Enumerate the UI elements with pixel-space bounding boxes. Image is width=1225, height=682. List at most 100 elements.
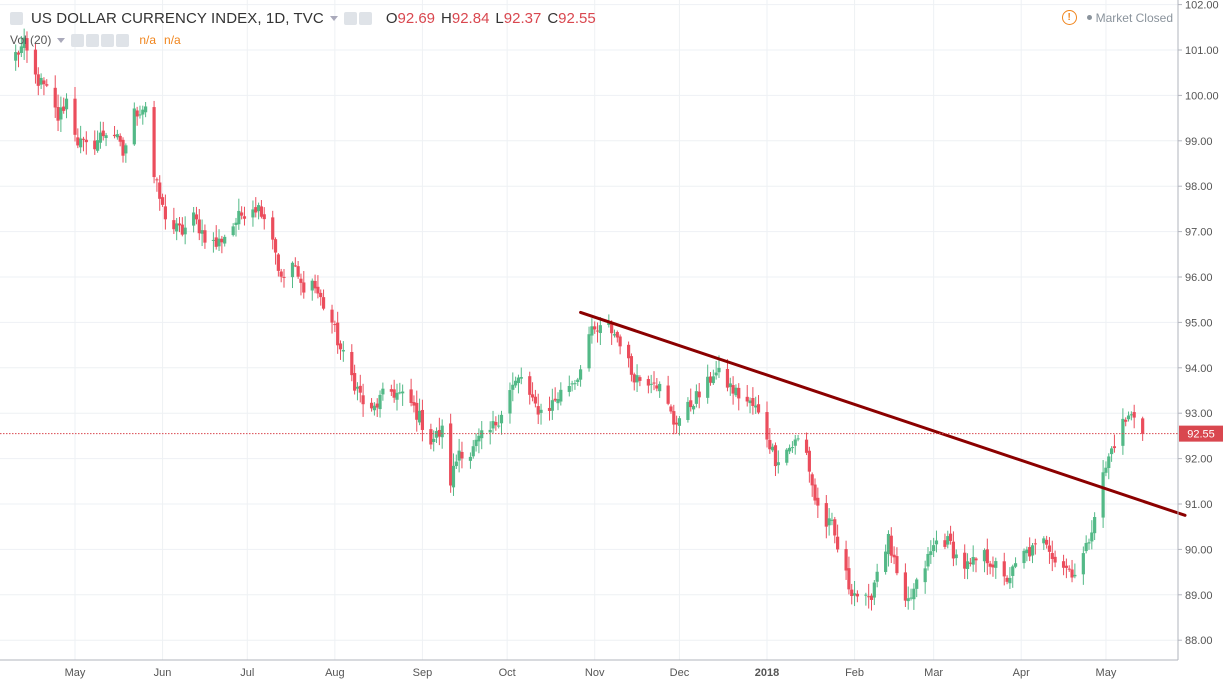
candle bbox=[36, 67, 40, 96]
candle-body bbox=[480, 430, 484, 439]
candle bbox=[138, 105, 142, 119]
candle-body bbox=[787, 447, 792, 452]
candle bbox=[237, 198, 241, 230]
candle-body bbox=[570, 383, 574, 385]
candle bbox=[392, 379, 396, 403]
price-axis[interactable]: 88.00 89.00 90.00 91.00 92.00 93.00 94.00 95.00… bbox=[0, 0, 1223, 660]
candle bbox=[1121, 408, 1125, 455]
gear-icon[interactable] bbox=[86, 33, 100, 47]
candle bbox=[649, 374, 653, 394]
candle bbox=[358, 374, 362, 403]
candle-body bbox=[1073, 574, 1077, 577]
candle bbox=[451, 453, 456, 496]
candle bbox=[316, 275, 320, 299]
candle bbox=[135, 106, 139, 126]
candle bbox=[341, 341, 345, 362]
candle-body bbox=[234, 222, 238, 225]
candle bbox=[477, 428, 481, 454]
candle-body bbox=[547, 407, 552, 411]
candle-body bbox=[813, 484, 817, 501]
candle-body bbox=[1008, 577, 1012, 584]
volume-label[interactable]: Vol (20) bbox=[10, 33, 52, 47]
candle bbox=[93, 130, 97, 155]
candle bbox=[240, 206, 244, 220]
candle-body bbox=[519, 377, 523, 379]
candle-body bbox=[25, 38, 29, 51]
candle bbox=[79, 125, 83, 154]
candle bbox=[830, 512, 834, 526]
candle bbox=[56, 94, 60, 132]
candle-body bbox=[1025, 549, 1029, 554]
gear-icon[interactable] bbox=[358, 12, 372, 25]
candle-body bbox=[319, 292, 323, 298]
candle bbox=[1101, 460, 1105, 528]
candle-body bbox=[691, 406, 696, 410]
close-value: 92.55 bbox=[558, 10, 596, 27]
candle bbox=[14, 44, 18, 71]
symbol-title[interactable]: US DOLLAR CURRENCY INDEX, 1D, TVC bbox=[31, 10, 324, 27]
warning-icon[interactable]: ! bbox=[1061, 10, 1077, 25]
candle-body bbox=[434, 431, 439, 438]
time-axis[interactable]: May Jun Jul Aug Sep Oct Nov Dec 2018 Feb Mar Apr May bbox=[0, 659, 1178, 679]
candle-body bbox=[968, 562, 972, 564]
candle bbox=[912, 583, 916, 610]
close-icon[interactable] bbox=[116, 33, 130, 47]
candle-body bbox=[988, 563, 992, 567]
candle-body bbox=[1061, 561, 1066, 568]
candle bbox=[1047, 537, 1052, 564]
candle bbox=[197, 208, 201, 241]
candle bbox=[827, 508, 831, 536]
candle-body bbox=[223, 236, 227, 244]
candle bbox=[73, 87, 77, 142]
candle-body bbox=[556, 399, 560, 404]
candle-body bbox=[440, 425, 444, 438]
candle-body bbox=[73, 98, 77, 135]
candle-body bbox=[316, 286, 320, 294]
eye-icon[interactable] bbox=[343, 12, 357, 25]
candle-body bbox=[53, 87, 57, 108]
candle bbox=[573, 379, 577, 390]
candle-body bbox=[22, 37, 26, 49]
candle-body bbox=[694, 391, 698, 404]
candle bbox=[84, 131, 88, 155]
candle bbox=[686, 397, 690, 423]
candle-body bbox=[785, 449, 789, 463]
collapse-icon[interactable] bbox=[10, 12, 23, 25]
candle bbox=[141, 105, 145, 125]
candle-body bbox=[909, 597, 913, 599]
candle-body bbox=[725, 368, 730, 388]
candle-body bbox=[398, 392, 402, 394]
candle-body bbox=[827, 518, 831, 526]
candle bbox=[45, 79, 49, 88]
y-tick-label: 95.00 bbox=[1185, 317, 1213, 329]
candle bbox=[1011, 564, 1015, 588]
chevron-down-icon[interactable] bbox=[329, 16, 338, 21]
candle-body bbox=[711, 376, 715, 384]
candle bbox=[1028, 537, 1032, 562]
candle bbox=[81, 136, 86, 152]
candle bbox=[903, 563, 907, 608]
y-tick-label: 88.00 bbox=[1185, 635, 1213, 647]
y-tick-label: 102.00 bbox=[1185, 0, 1219, 12]
candle bbox=[412, 395, 416, 413]
candle-body bbox=[974, 558, 978, 561]
candle bbox=[1084, 535, 1088, 554]
trendline[interactable] bbox=[579, 310, 1187, 517]
candle-body bbox=[943, 540, 947, 547]
candle bbox=[536, 393, 540, 425]
candle bbox=[200, 219, 204, 247]
candle-body bbox=[508, 390, 512, 414]
candle-body bbox=[677, 418, 682, 426]
candle bbox=[494, 416, 498, 431]
add-icon[interactable] bbox=[101, 33, 115, 47]
candle bbox=[810, 472, 814, 497]
candle bbox=[194, 206, 199, 225]
eye-icon[interactable] bbox=[71, 33, 85, 47]
candle-body bbox=[477, 435, 481, 442]
candle-body bbox=[62, 106, 66, 111]
candle bbox=[872, 580, 876, 606]
x-tick-label: Apr bbox=[1013, 667, 1030, 679]
candle bbox=[547, 396, 552, 421]
chevron-down-icon[interactable] bbox=[57, 37, 66, 43]
